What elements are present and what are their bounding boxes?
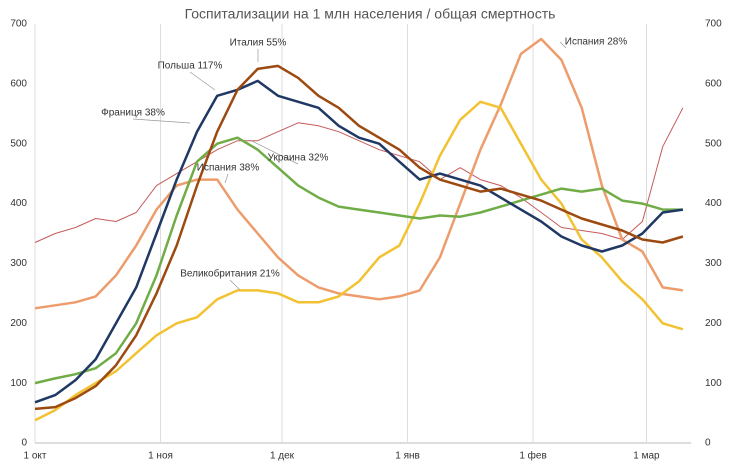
y2-tick-label: 400 — [705, 198, 722, 209]
x-tick-label: 1 ноя — [148, 451, 173, 462]
series-line — [34, 64, 684, 411]
series-line — [34, 100, 684, 422]
annotation-leader — [229, 279, 241, 291]
x-tick-label: 1 фев — [519, 450, 546, 462]
annotation: Великобритания 21% — [180, 268, 280, 280]
y2-tick-label: 200 — [705, 318, 722, 329]
x-tick-label: 1 янв — [395, 451, 420, 462]
annotation: Франиця 38% — [101, 108, 165, 119]
y-tick-label: 300 — [10, 258, 27, 269]
y-tick-label: 500 — [10, 138, 27, 149]
annotation: Испания 28% — [565, 37, 628, 48]
series-line — [34, 136, 683, 385]
x-tick-label: 1 окт — [24, 451, 47, 462]
annotation: Украина 32% — [268, 153, 329, 164]
y-tick-label: 700 — [10, 19, 27, 30]
annotation: Испания 38% — [197, 163, 260, 174]
y-tick-label: 600 — [10, 78, 27, 89]
y-tick-label: 200 — [10, 318, 27, 329]
y2-tick-label: 300 — [705, 258, 722, 269]
annotation: Польша 117% — [158, 61, 223, 72]
y2-tick-label: 500 — [705, 138, 722, 149]
x-tick-label: 1 мар — [633, 451, 660, 462]
series-line — [34, 79, 684, 404]
x-tick-label: 1 дек — [270, 451, 295, 462]
series-line — [34, 37, 684, 310]
y-tick-label: 100 — [10, 378, 27, 389]
chart-title: Госпитализации на 1 млн населения / обща… — [185, 6, 556, 22]
annotation-leader — [559, 41, 567, 49]
annotation-leader — [224, 173, 229, 184]
annotation-leader — [189, 71, 216, 91]
y-tick-label: 0 — [21, 438, 27, 449]
y-tick-label: 400 — [10, 198, 27, 209]
annotation-leader — [132, 118, 191, 124]
y2-tick-label: 0 — [705, 438, 711, 449]
y2-tick-label: 100 — [705, 378, 722, 389]
y2-tick-label: 600 — [705, 78, 722, 89]
annotation-leader — [249, 139, 299, 165]
y2-tick-label: 700 — [705, 19, 722, 30]
annotation: Италия 55% — [230, 38, 287, 49]
